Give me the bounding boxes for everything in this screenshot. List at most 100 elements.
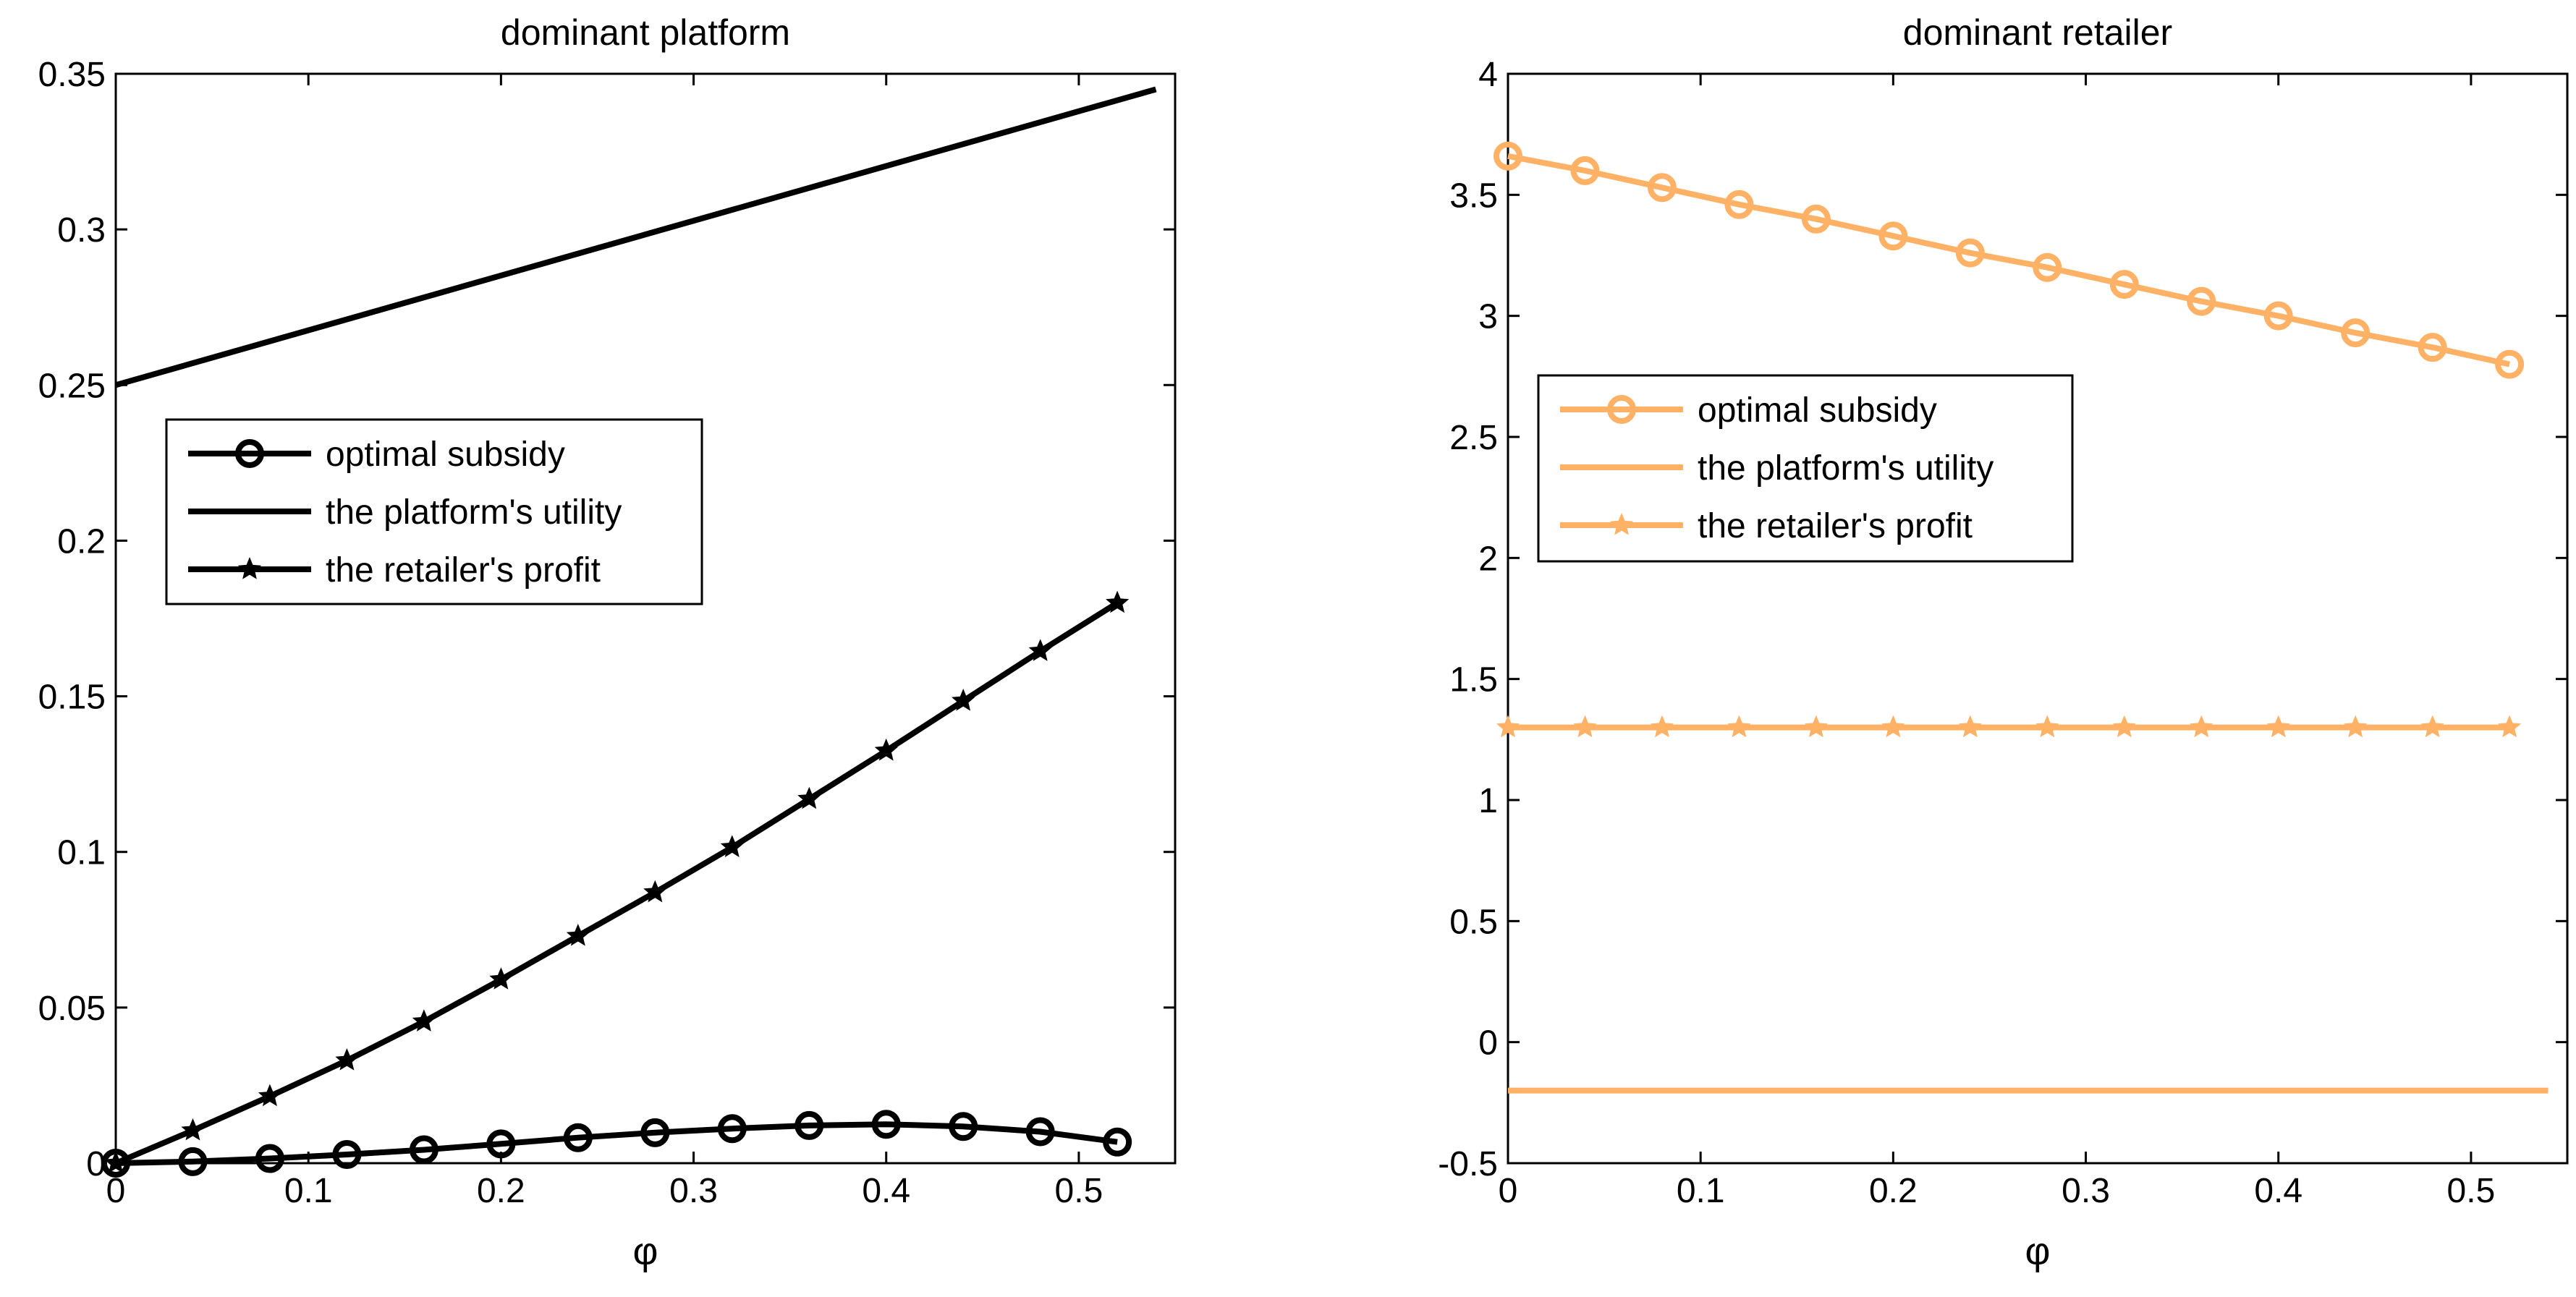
data-point — [2344, 715, 2368, 738]
y-tick-label: 4 — [1478, 56, 1498, 94]
data-point — [489, 967, 513, 990]
data-point — [2112, 715, 2136, 738]
series-line — [114, 600, 1119, 1166]
legend-label: the retailer's profit — [326, 551, 601, 590]
x-axis-label: φ — [2025, 1230, 2050, 1273]
legend-label: optimal subsidy — [326, 435, 565, 474]
data-point — [1106, 590, 1130, 613]
y-tick-label: 0.3 — [57, 211, 106, 250]
data-point — [2341, 318, 2370, 348]
data-point — [797, 786, 821, 809]
legend-marker — [1607, 395, 1636, 424]
data-point — [1496, 715, 1520, 738]
data-point — [2109, 270, 2139, 299]
series-optimal-subsidy — [1494, 141, 2525, 379]
data-point — [2420, 715, 2444, 738]
y-tick-label: 1 — [1478, 782, 1498, 820]
y-tick-label: 2.5 — [1449, 419, 1498, 457]
data-point — [2266, 715, 2290, 738]
data-point — [1647, 173, 1677, 203]
y-tick-label: 0.5 — [1449, 903, 1498, 941]
data-point — [1573, 715, 1597, 738]
data-point — [332, 1139, 362, 1169]
x-tick-label: 0 — [106, 1172, 126, 1210]
x-tick-label: 0.2 — [1869, 1172, 1918, 1210]
x-tick-label: 0.3 — [2062, 1172, 2110, 1210]
x-tick-label: 0.1 — [284, 1172, 333, 1210]
y-tick-label: 3 — [1478, 298, 1498, 336]
series-line — [1507, 153, 2510, 367]
legend-label: the platform's utility — [326, 493, 622, 532]
data-point — [2418, 333, 2447, 362]
series-the-retailer-s-profit — [103, 590, 1130, 1173]
y-tick-label: 0.05 — [38, 990, 106, 1028]
series-optimal-subsidy — [101, 1110, 1132, 1178]
data-point — [2190, 715, 2213, 738]
x-tick-label: 0.5 — [1055, 1172, 1103, 1210]
legend-marker — [237, 557, 262, 579]
x-tick-label: 0.1 — [1677, 1172, 1725, 1210]
data-point — [2033, 252, 2062, 282]
data-point — [1103, 1127, 1132, 1157]
y-tick-label: 0.15 — [38, 679, 106, 717]
data-point — [949, 1112, 978, 1141]
y-tick-label: 0.25 — [38, 367, 106, 405]
data-point — [335, 1048, 359, 1071]
series-the-platform-s-utility — [114, 86, 1157, 388]
y-tick-label: 2 — [1478, 540, 1498, 578]
series-line — [115, 1121, 1118, 1166]
x-tick-label: 0.4 — [2254, 1172, 2302, 1210]
data-point — [181, 1118, 205, 1141]
legend: optimal subsidy the platform's utility the… — [1537, 374, 2074, 563]
y-tick-label: 0.35 — [38, 56, 106, 94]
legend-marker — [1609, 513, 1634, 535]
data-point — [258, 1084, 282, 1107]
data-point — [2263, 301, 2293, 331]
y-tick-label: 0 — [1478, 1024, 1498, 1063]
data-point — [717, 1114, 747, 1144]
y-tick-label: 1.5 — [1449, 661, 1498, 699]
data-point — [1801, 204, 1831, 234]
data-point — [255, 1144, 284, 1173]
data-point — [643, 880, 667, 903]
plot-area — [114, 72, 1177, 1165]
data-point — [1494, 141, 1522, 171]
x-tick-label: 0.2 — [477, 1172, 525, 1210]
data-point — [103, 1151, 128, 1173]
plot-area — [1507, 72, 2569, 1165]
y-tick-label: 3.5 — [1449, 177, 1498, 215]
data-point — [1724, 190, 1754, 219]
x-tick-label: 0.3 — [669, 1172, 718, 1210]
x-tick-label: 0.5 — [2447, 1172, 2496, 1210]
data-point — [563, 1123, 593, 1152]
data-point — [1028, 639, 1052, 661]
y-tick-label: -0.5 — [1438, 1145, 1498, 1183]
data-point — [1955, 238, 1985, 268]
data-point — [409, 1135, 438, 1165]
data-point — [795, 1110, 824, 1140]
data-point — [1881, 715, 1905, 738]
data-point — [1804, 715, 1829, 738]
chart-title: dominant retailer — [1903, 12, 2172, 53]
data-point — [178, 1147, 208, 1176]
data-point — [1727, 715, 1751, 738]
x-tick-label: 0.4 — [862, 1172, 910, 1210]
data-point — [1878, 221, 1908, 251]
y-tick-label: 0.1 — [57, 834, 106, 872]
data-point — [1570, 156, 1600, 185]
series-the-retailer-s-profit — [1496, 715, 2522, 738]
data-point — [566, 923, 590, 946]
data-point — [871, 1110, 901, 1139]
series-line — [114, 86, 1157, 388]
data-point — [640, 1118, 670, 1147]
data-point — [1025, 1117, 1055, 1147]
legend-label: optimal subsidy — [1698, 391, 1937, 430]
data-point — [486, 1129, 516, 1159]
data-point — [874, 739, 898, 761]
legend-marker — [235, 439, 264, 468]
legend-label: the retailer's profit — [1698, 507, 1973, 545]
chart-title: dominant platform — [501, 12, 790, 53]
